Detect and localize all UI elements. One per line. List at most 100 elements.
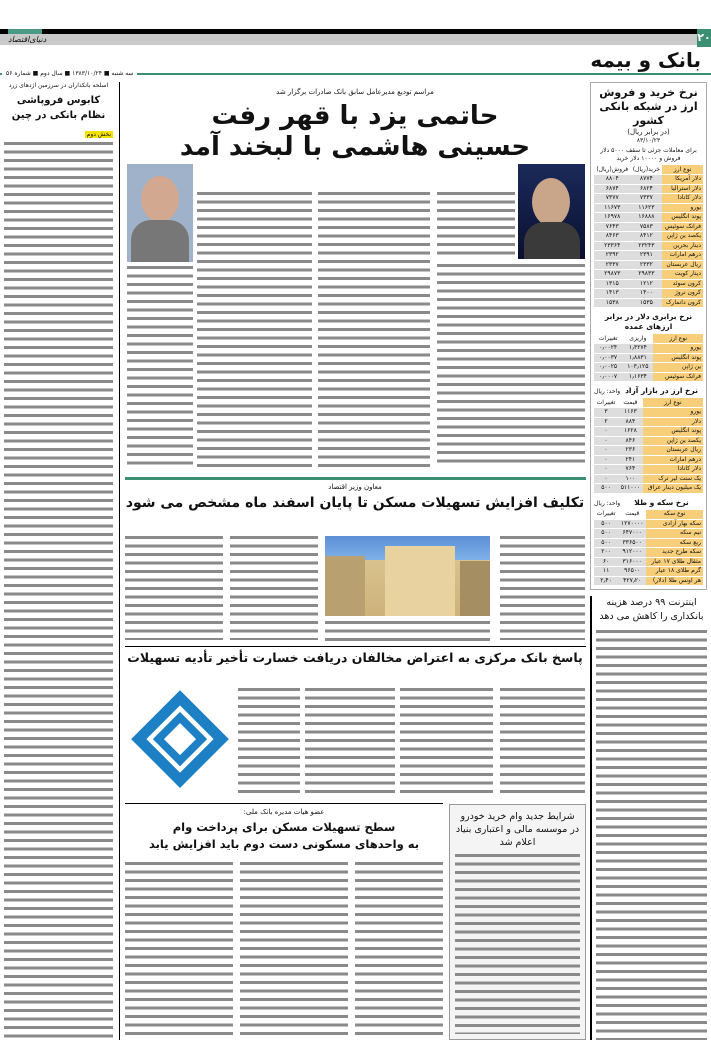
rate-value: ۲۹۸۳۳ bbox=[630, 269, 663, 280]
rates-box: نرخ خرید و فروش ارز در شبکه بانکی کشور (… bbox=[590, 82, 707, 590]
currency-name: دلار کانادا bbox=[662, 193, 703, 204]
currency-name: فرانک سوئیس bbox=[662, 222, 703, 232]
portrait-photo-hatami-yazd bbox=[127, 164, 193, 262]
section-title: بانک و بیمه bbox=[590, 48, 701, 72]
table-row: درهم امارات ۲۴۱ ۰ bbox=[594, 455, 703, 465]
rate-value: ۹۱۲۰۰۰ bbox=[618, 547, 647, 558]
rate-value: ۱۲۷۰۰۰۰ bbox=[618, 519, 647, 529]
article-body bbox=[4, 142, 113, 1040]
currency-name: یورو bbox=[662, 203, 703, 213]
article-body bbox=[230, 536, 318, 640]
article-body bbox=[238, 688, 300, 796]
central-bank-logo bbox=[130, 690, 230, 798]
rate-value: ۱۱۶۷۳ bbox=[594, 203, 631, 213]
rate-value: ۳۳۶۵۰۰ bbox=[618, 538, 647, 548]
rate-value: ۲۳۶ bbox=[618, 445, 643, 456]
table-row: دلار آمریکا ۸۷۷۴ ۸۸۰۴ bbox=[594, 174, 703, 185]
table-row: یکصد ین ژاپن ۸۴۱۲ ۸۴۶۳ bbox=[594, 231, 703, 242]
currency-name: پوند انگلیس bbox=[662, 212, 703, 223]
table-header: نوع ارز خرید(ریال) فروش(ریال) bbox=[594, 165, 703, 175]
article-body bbox=[240, 862, 348, 1037]
rate-value: ۸۴۱۲ bbox=[630, 231, 663, 242]
currency-name: دلار کانادا bbox=[642, 464, 703, 475]
header-bar bbox=[0, 29, 711, 34]
rates-table: نوع ارز خرید(ریال) فروش(ریال) دلار آمریکا ۸۷… bbox=[594, 165, 703, 308]
rate-value: ۱۴۱۳ bbox=[594, 288, 631, 299]
rate-value: ۲ bbox=[594, 417, 619, 427]
table-row: سکه بهار آزادی ۱۲۷۰۰۰۰ ۵۰۰ bbox=[594, 519, 703, 529]
table-row: یورو ۱۱۶۳ ۳ bbox=[594, 407, 703, 418]
housing-kicker: معاون وزیر اقتصاد bbox=[328, 483, 382, 491]
melli-title-1: سطح تسهیلات مسکن برای پرداخت وام bbox=[172, 820, 396, 834]
currency-name: ریال عربستان bbox=[662, 260, 703, 270]
currency-name: دلار آمریکا bbox=[662, 174, 703, 185]
table-row: دلار کانادا ۷۶۴ ۰ bbox=[594, 464, 703, 475]
rate-value: ۱۰۳٫۱۲۵ bbox=[622, 362, 654, 373]
article-body bbox=[500, 688, 585, 796]
currency-name: گرم طلای ۱۸ عیار bbox=[646, 566, 703, 577]
rate-value: ۲۰۰ bbox=[594, 547, 619, 558]
rate-value: ۸۸۰۴ bbox=[594, 174, 631, 185]
rate-value: ۲۹۸۷۳ bbox=[594, 269, 631, 280]
rate-value: ۹۶۵۰۰ bbox=[618, 566, 647, 577]
parity-table: نوع ارز واریزی تغییرات یورو ۱٫۳۲۷۴ ۰٫۰۰۲۴ پوند… bbox=[594, 334, 703, 382]
rate-value: ۰ bbox=[594, 464, 619, 475]
header-band bbox=[0, 34, 700, 45]
free-market-table: نوع ارز قیمت تغییرات یورو ۱۱۶۳ ۳ دلار ۸۸۴ ۲ پوند … bbox=[594, 398, 703, 494]
table-row: گرم طلای ۱۸ عیار ۹۶۵۰۰ ۱۱ bbox=[594, 566, 703, 577]
currency-name: هر اونس طلا (دلار) bbox=[646, 576, 703, 586]
article-body bbox=[596, 630, 707, 1040]
rate-value: ۸۷۷۴ bbox=[630, 174, 663, 185]
rate-value: ۱۶۹۷۸ bbox=[594, 212, 631, 223]
table-row: یکصد ین ژاپن ۸۴۶ ۰ bbox=[594, 436, 703, 446]
rate-value: ۵۱۱۰۰۰ bbox=[618, 483, 643, 494]
internet-title: اینترنت ۹۹ درصد هزینه بانکداری را کاهش م… bbox=[599, 597, 704, 622]
currency-name: کرون نروژ bbox=[662, 288, 703, 299]
right-column: نرخ خرید و فروش ارز در شبکه بانکی کشور (… bbox=[590, 82, 707, 1040]
table-row: پوند انگلیس ۱٫۸۸۳۱ ۰٫۰۰۳۷ bbox=[594, 353, 703, 363]
rate-value: ۷۳۳۷ bbox=[630, 193, 663, 204]
rate-value: ۶۸۷۴ bbox=[594, 184, 631, 194]
table-row: کرون نروژ ۱۴۰۰ ۱۴۱۳ bbox=[594, 288, 703, 299]
rate-value: ۸۴۶۳ bbox=[594, 231, 631, 242]
currency-name: پوند انگلیس bbox=[642, 426, 703, 437]
currency-name: سکه طرح جدید bbox=[646, 547, 703, 558]
article-body bbox=[305, 688, 395, 796]
sidebar-kicker: اسلحه بانکداران در سرزمین اژدهای زرد bbox=[8, 82, 109, 89]
currency-name: دینار کویت bbox=[662, 269, 703, 280]
rate-value: ۵۰۰ bbox=[594, 538, 619, 548]
rate-value: ۰ bbox=[594, 436, 619, 446]
currency-name: دلار bbox=[642, 417, 703, 427]
photo-caption bbox=[325, 621, 490, 641]
table-header: نوع ارز واریزی تغییرات bbox=[594, 334, 703, 344]
paper-logo: دنیای‌اقتصاد bbox=[8, 35, 47, 44]
table-row: درهم امارات ۲۳۹۱ ۲۳۹۲ bbox=[594, 250, 703, 261]
table-header: نوع ارز قیمت تغییرات bbox=[594, 398, 703, 408]
currency-name: ریال عربستان bbox=[642, 445, 703, 456]
table-row: فرانک سوئیس ۷۵۸۳ ۷۶۴۳ bbox=[594, 222, 703, 232]
currency-name: دلار استرالیا bbox=[662, 184, 703, 194]
rate-value: ۰٫۰۰۰۷ bbox=[594, 372, 623, 382]
rate-value: ۸۴۶ bbox=[618, 436, 643, 446]
table-row: یورو ۱٫۳۲۷۴ ۰٫۰۰۲۴ bbox=[594, 343, 703, 354]
currency-name: یک سنت لیر ترک bbox=[642, 474, 703, 484]
gold-title: نرخ سکه و طلا واحد: ریال bbox=[594, 497, 689, 507]
building-photo bbox=[325, 536, 490, 616]
currency-name: ین ژاپن bbox=[653, 362, 703, 373]
rate-value: ۵۰۰ bbox=[594, 483, 619, 494]
rates-note: برای معاملات جزئی تا سقف ۵۰۰۰ دلار فروش … bbox=[600, 147, 697, 162]
currency-name: یکصد ین ژاپن bbox=[662, 231, 703, 242]
rate-value: ۲۴۱ bbox=[618, 455, 643, 465]
rate-value: ۱۳۱۵ bbox=[594, 279, 631, 289]
rates-date: ۸۳/۱۰/۲۳ bbox=[636, 137, 661, 144]
article-body bbox=[355, 862, 443, 1037]
rate-value: ۱۱۶۳ bbox=[618, 407, 643, 418]
car-loan-box: شرایط جدید وام خرید خودرو در موسسه مالی … bbox=[449, 804, 586, 1040]
article-body bbox=[500, 536, 585, 640]
table-row: ربع سکه ۳۳۶۵۰۰ ۵۰۰ bbox=[594, 538, 703, 548]
article-body bbox=[400, 688, 493, 796]
currency-name: درهم امارات bbox=[642, 455, 703, 465]
rate-value: ۶۴۷۰۰۰ bbox=[618, 528, 647, 539]
currency-name: مثقال طلای ۱۷ عیار bbox=[646, 557, 703, 567]
rate-value: ۰ bbox=[594, 445, 619, 456]
